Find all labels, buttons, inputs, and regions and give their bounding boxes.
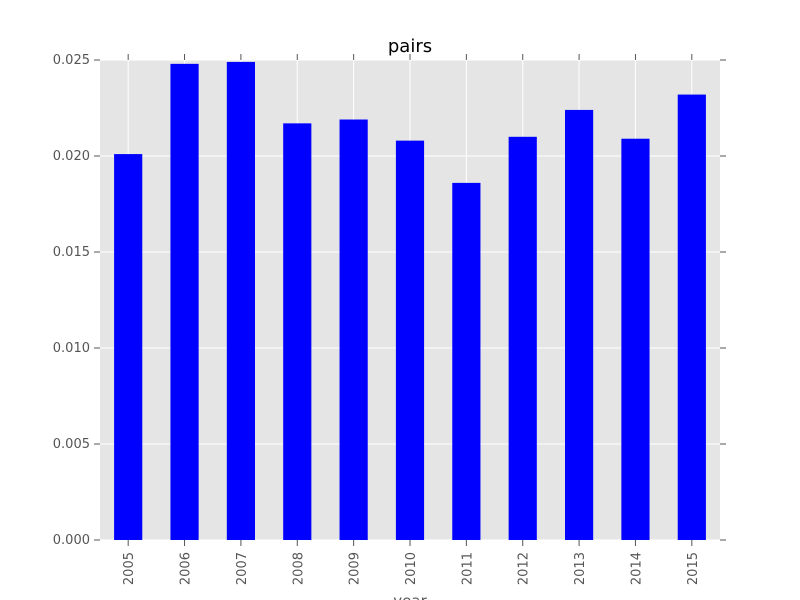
bar-2005 bbox=[114, 154, 143, 540]
bar-2013 bbox=[565, 109, 594, 541]
x-tick-label: 2009 bbox=[348, 552, 363, 585]
x-tick-label: 2013 bbox=[573, 552, 588, 585]
x-tick-label: 2010 bbox=[404, 552, 419, 585]
x-axis-label: year bbox=[393, 592, 427, 600]
bar-2014 bbox=[621, 138, 650, 540]
bars-layer bbox=[114, 61, 706, 541]
x-tick-label: 2012 bbox=[517, 552, 532, 585]
x-tick-label: 2015 bbox=[686, 552, 701, 585]
ticks-layer: 0.000 0.005 0.010 0.015 0.020 0.025 2005 2006 20… bbox=[53, 53, 726, 585]
y-tick-label: 0.015 bbox=[53, 245, 90, 260]
bar-2015 bbox=[677, 94, 706, 540]
x-tick-label: 2011 bbox=[460, 552, 475, 585]
bar-2012 bbox=[508, 136, 537, 541]
chart-title: pairs bbox=[388, 36, 432, 57]
y-tick-label: 0.020 bbox=[53, 149, 90, 164]
bar-2011 bbox=[452, 182, 481, 540]
bar-2006 bbox=[170, 63, 199, 541]
x-tick-label: 2005 bbox=[122, 552, 137, 585]
x-tick-label: 2008 bbox=[291, 552, 306, 585]
bar-2007 bbox=[226, 61, 255, 541]
bar-2010 bbox=[395, 140, 425, 540]
y-tick-label: 0.010 bbox=[53, 341, 90, 356]
bar-2008 bbox=[283, 123, 312, 541]
y-tick-label: 0.005 bbox=[53, 437, 90, 452]
x-tick-label: 2014 bbox=[629, 552, 644, 585]
x-tick-label: 2006 bbox=[179, 552, 194, 585]
bar-2009 bbox=[339, 119, 368, 541]
y-tick-label: 0.025 bbox=[53, 53, 90, 68]
x-tick-label: 2007 bbox=[235, 552, 250, 585]
y-tick-label: 0.000 bbox=[53, 533, 90, 548]
